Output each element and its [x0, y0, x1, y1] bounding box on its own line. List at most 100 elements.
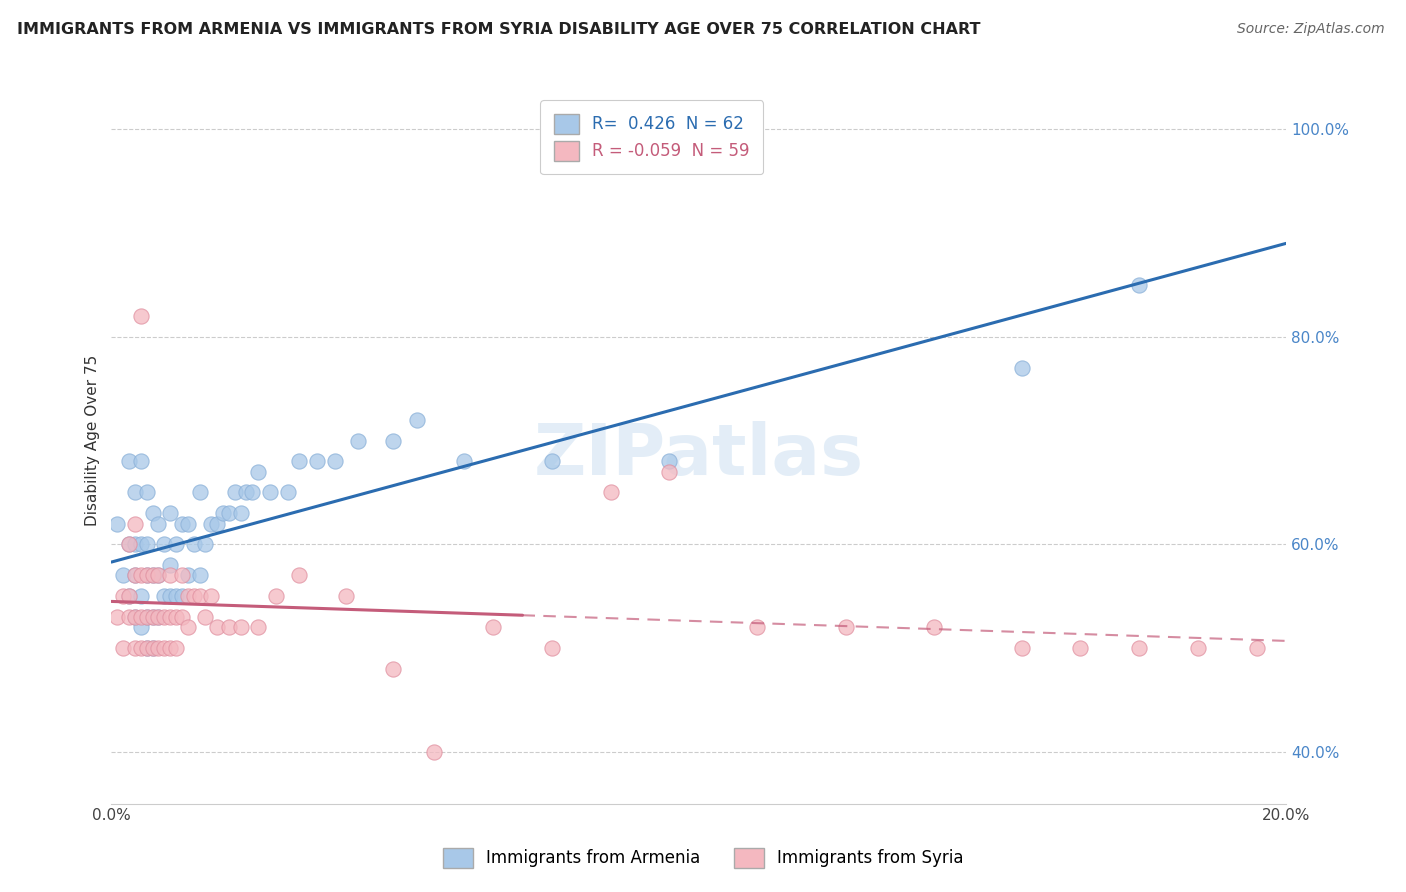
Point [165, 537, 187, 551]
Point [153, 610, 176, 624]
Point [141, 640, 163, 655]
Point [148, 610, 170, 624]
Point [277, 485, 299, 500]
Point [247, 620, 270, 634]
Point [170, 610, 193, 624]
Point [124, 610, 146, 624]
Point [658, 465, 681, 479]
Point [105, 610, 128, 624]
Point [153, 589, 176, 603]
Point [159, 610, 181, 624]
Point [453, 454, 475, 468]
Point [1128, 640, 1150, 655]
Point [382, 434, 405, 448]
Point [129, 454, 152, 468]
Point [1128, 277, 1150, 292]
Point [305, 454, 328, 468]
Point [129, 589, 152, 603]
Point [218, 506, 240, 520]
Point [124, 568, 146, 582]
Point [148, 610, 170, 624]
Point [135, 568, 157, 582]
Point [159, 558, 181, 572]
Point [129, 568, 152, 582]
Point [288, 568, 311, 582]
Point [135, 568, 157, 582]
Point [177, 589, 200, 603]
Point [200, 589, 222, 603]
Point [141, 610, 163, 624]
Point [148, 640, 170, 655]
Point [599, 485, 621, 500]
Point [129, 309, 152, 323]
Point [170, 516, 193, 531]
Point [1069, 640, 1091, 655]
Point [205, 620, 228, 634]
Point [1187, 640, 1209, 655]
Point [170, 589, 193, 603]
Point [141, 640, 163, 655]
Point [129, 537, 152, 551]
Point [141, 568, 163, 582]
Point [347, 434, 370, 448]
Point [200, 516, 222, 531]
Point [112, 568, 135, 582]
Point [177, 620, 200, 634]
Point [218, 620, 240, 634]
Point [124, 568, 146, 582]
Point [118, 454, 141, 468]
Point [1246, 640, 1268, 655]
Point [118, 537, 141, 551]
Point [177, 568, 200, 582]
Point [105, 516, 128, 531]
Point [405, 413, 427, 427]
Point [247, 465, 270, 479]
Point [159, 640, 181, 655]
Text: Source: ZipAtlas.com: Source: ZipAtlas.com [1237, 22, 1385, 37]
Point [141, 610, 163, 624]
Point [135, 640, 157, 655]
Point [148, 516, 170, 531]
Point [658, 454, 681, 468]
Point [124, 640, 146, 655]
Point [148, 568, 170, 582]
Point [153, 640, 176, 655]
Point [124, 537, 146, 551]
Point [264, 589, 287, 603]
Point [124, 610, 146, 624]
Point [1011, 360, 1033, 375]
Point [205, 516, 228, 531]
Point [323, 454, 346, 468]
Point [194, 610, 217, 624]
Point [212, 506, 235, 520]
Point [165, 640, 187, 655]
Point [159, 568, 181, 582]
Point [183, 589, 205, 603]
Point [229, 506, 252, 520]
Point [135, 485, 157, 500]
Text: ZIPatlas: ZIPatlas [534, 420, 863, 490]
Point [118, 589, 141, 603]
Point [335, 589, 357, 603]
Point [165, 589, 187, 603]
Point [482, 620, 505, 634]
Point [183, 537, 205, 551]
Point [194, 537, 217, 551]
Point [129, 610, 152, 624]
Text: IMMIGRANTS FROM ARMENIA VS IMMIGRANTS FROM SYRIA DISABILITY AGE OVER 75 CORRELAT: IMMIGRANTS FROM ARMENIA VS IMMIGRANTS FR… [17, 22, 980, 37]
Point [259, 485, 281, 500]
Legend: R=  0.426  N = 62, R = -0.059  N = 59: R= 0.426 N = 62, R = -0.059 N = 59 [540, 100, 763, 174]
Point [141, 506, 163, 520]
Point [129, 640, 152, 655]
Point [129, 620, 152, 634]
Point [135, 537, 157, 551]
Point [747, 620, 769, 634]
Point [240, 485, 263, 500]
Point [135, 610, 157, 624]
Point [118, 610, 141, 624]
Point [188, 485, 211, 500]
Point [235, 485, 257, 500]
Point [288, 454, 311, 468]
Y-axis label: Disability Age Over 75: Disability Age Over 75 [86, 355, 100, 526]
Point [541, 640, 564, 655]
